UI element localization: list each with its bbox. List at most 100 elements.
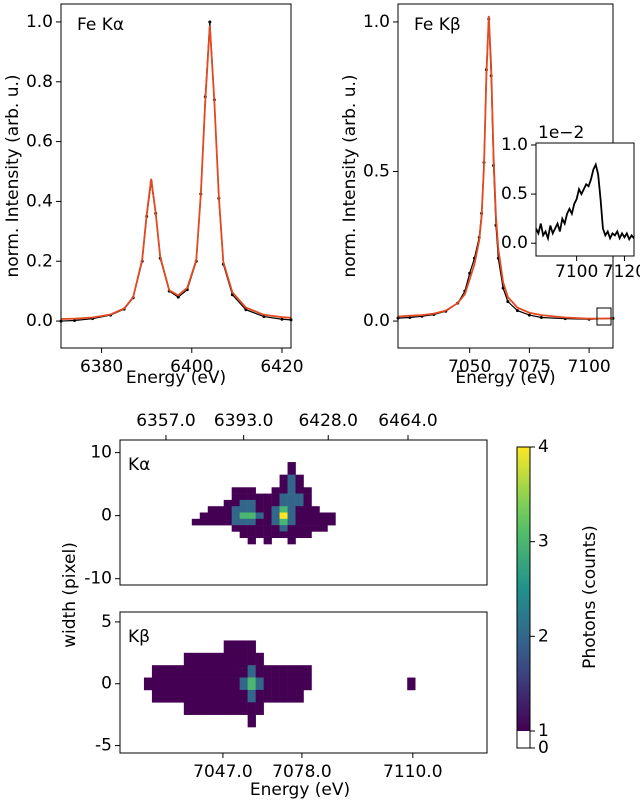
plot-background xyxy=(536,143,634,256)
heatmap-cell xyxy=(223,499,232,507)
heatmap-cell xyxy=(199,518,209,526)
x-tick-label: 6400 xyxy=(170,357,213,377)
heatmap-cell xyxy=(231,493,240,501)
heatmap-cell xyxy=(287,518,296,526)
x-axis-label: Energy (eV) xyxy=(250,780,350,800)
heatmap-cell xyxy=(295,493,304,501)
heatmap-cell xyxy=(207,652,217,666)
panel-title: Fe Kβ xyxy=(414,15,461,35)
heatmap-cell xyxy=(215,689,225,703)
heatmap-cell xyxy=(239,677,248,691)
heatmap-cell xyxy=(255,531,264,539)
heatmap-cell xyxy=(215,506,225,513)
data-point xyxy=(539,315,543,319)
heatmap-cell xyxy=(295,499,304,507)
heatmap-cell xyxy=(287,677,296,691)
heatmap-cell xyxy=(303,677,312,691)
heatmap-cell xyxy=(231,506,240,513)
y-tick-label: 0.0 xyxy=(501,233,528,253)
heatmap-cell xyxy=(287,531,296,539)
heatmap-cell xyxy=(287,525,296,532)
heatmap-cell xyxy=(239,702,248,715)
heatmap-cell xyxy=(231,518,240,526)
heatmap-cell xyxy=(215,665,225,678)
heatmap-cell xyxy=(183,689,193,703)
heatmap-cell xyxy=(207,518,217,526)
heatmap-cell xyxy=(303,665,312,678)
heatmap-cell xyxy=(287,468,296,475)
heatmap-cell xyxy=(167,677,177,691)
heatmap-cell xyxy=(271,531,280,539)
heatmap-cell xyxy=(223,652,232,666)
y-tick-label: 0.0 xyxy=(26,311,53,331)
heatmap-cell xyxy=(199,677,209,691)
heatmap-cell xyxy=(271,512,280,520)
heatmap-cell xyxy=(295,525,304,532)
heatmap-cell xyxy=(191,665,201,678)
data-point xyxy=(73,318,77,322)
heatmap-cell xyxy=(295,474,304,482)
heatmap-cell xyxy=(287,512,296,520)
panel-title: Kβ xyxy=(128,627,150,647)
heatmap-cell xyxy=(151,665,161,678)
x-tick-label: 7100 xyxy=(567,357,610,377)
plot-frame xyxy=(119,439,488,586)
heatmap-cell xyxy=(239,665,248,678)
heatmap-cell xyxy=(247,525,256,532)
y-tick-label: 0.0 xyxy=(363,311,390,331)
data-point xyxy=(515,309,519,313)
heatmap-cell xyxy=(231,512,240,520)
y-tick-label: 0.5 xyxy=(501,184,528,204)
data-point xyxy=(527,313,531,317)
plots: 6380 6400 6420 0.0 0.2 0.4 0.6 0.8 1.0 Fe Kα Energ… xyxy=(3,3,640,800)
heatmap-cell xyxy=(263,506,272,513)
heatmap-cell xyxy=(239,506,248,513)
heatmap-cell xyxy=(247,506,256,513)
heatmap-cell xyxy=(223,665,232,678)
heatmap-cell xyxy=(263,531,272,539)
x-tick-label: 7047.0 xyxy=(193,762,252,782)
heatmap-cell xyxy=(231,665,240,678)
heatmap-cell xyxy=(215,652,225,666)
heatmap-cell xyxy=(303,493,312,501)
colorbar-zero xyxy=(517,731,530,748)
heatmap-cell xyxy=(287,506,296,513)
heatmap-cell xyxy=(279,689,288,703)
heatmap-cell xyxy=(255,702,264,715)
heatmap-cell xyxy=(271,689,280,703)
heatmap-cell xyxy=(303,499,312,507)
heatmap-cell xyxy=(319,518,328,526)
heatmap-cell xyxy=(295,487,304,494)
plot-background xyxy=(61,4,291,348)
heatmap-cell xyxy=(199,702,209,715)
heatmap-cell xyxy=(255,665,264,678)
data-line xyxy=(397,15,614,320)
y-tick-label: 0.5 xyxy=(363,162,390,182)
heatmap-cell xyxy=(255,512,264,520)
y-tick-label: 10 xyxy=(90,443,112,463)
heatmap-cell xyxy=(255,652,264,666)
heatmap-cell xyxy=(183,677,193,691)
heatmap-cell xyxy=(159,665,169,678)
heatmap-cell xyxy=(303,487,312,494)
heatmap-cell xyxy=(191,518,201,526)
y-tick-label: 0.2 xyxy=(26,251,53,271)
heatmap-cell xyxy=(279,531,288,539)
heatmap-cell xyxy=(199,512,209,520)
heatmap-cell xyxy=(231,652,240,666)
heatmap-cell xyxy=(295,506,304,513)
heatmap-cell xyxy=(231,487,240,494)
heatmap-cell xyxy=(303,518,312,526)
heatmap-cell xyxy=(207,689,217,703)
heatmap-cell xyxy=(311,512,320,520)
heatmap-cell xyxy=(247,665,256,678)
heatmap-cell xyxy=(327,518,336,526)
heatmap-cell xyxy=(223,518,232,526)
heatmap-cell xyxy=(223,506,232,513)
heatmap-cell xyxy=(279,487,288,494)
heatmap-cell xyxy=(207,702,217,715)
heatmap-cell xyxy=(223,640,232,654)
heatmap-cell xyxy=(191,652,201,666)
heatmap-cell xyxy=(207,665,217,678)
heatmap-cell xyxy=(239,493,248,501)
